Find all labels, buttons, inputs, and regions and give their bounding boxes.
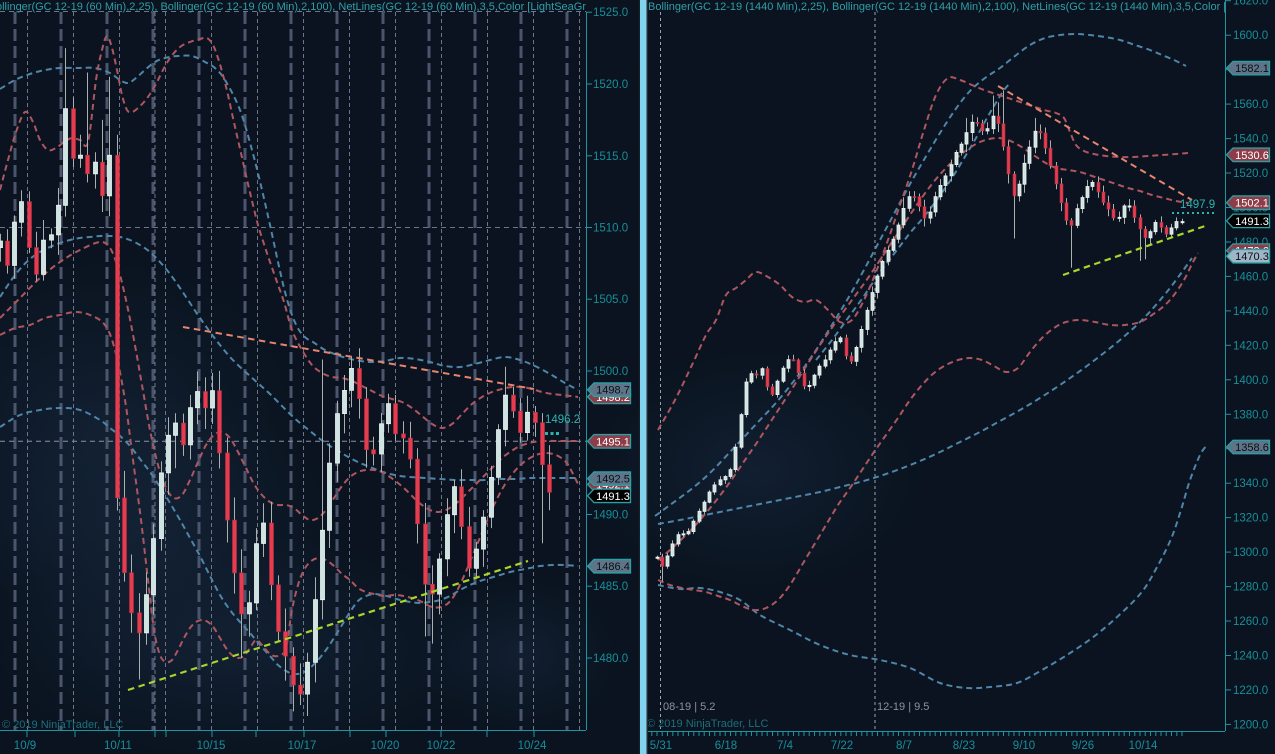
svg-text:1220.0: 1220.0 — [1233, 685, 1268, 697]
svg-text:1520.0: 1520.0 — [593, 79, 628, 91]
svg-text:10/24: 10/24 — [518, 740, 547, 752]
svg-text:1582.1: 1582.1 — [1235, 63, 1269, 75]
svg-text:1498.7: 1498.7 — [596, 385, 630, 397]
svg-text:7/4: 7/4 — [777, 740, 794, 752]
svg-text:10/14: 10/14 — [1129, 740, 1158, 752]
svg-text:ollinger(GC 12-19 (60 Min),2,2: ollinger(GC 12-19 (60 Min),2,25), Bollin… — [0, 1, 586, 13]
svg-text:1440.0: 1440.0 — [1233, 306, 1268, 318]
svg-text:5/31: 5/31 — [650, 740, 672, 752]
svg-text:1491.3: 1491.3 — [1235, 216, 1269, 228]
svg-text:1380.0: 1380.0 — [1233, 409, 1268, 421]
svg-text:1320.0: 1320.0 — [1233, 513, 1268, 525]
svg-text:10/11: 10/11 — [104, 740, 132, 752]
svg-text:8/7: 8/7 — [896, 740, 912, 752]
svg-text:10/17: 10/17 — [288, 740, 317, 752]
svg-text:1495.1: 1495.1 — [596, 436, 630, 448]
svg-text:Bollinger(GC 12-19 (1440 Min),: Bollinger(GC 12-19 (1440 Min),2,25), Bol… — [648, 1, 1226, 13]
svg-text:9/10: 9/10 — [1013, 740, 1035, 752]
svg-text:1358.6: 1358.6 — [1235, 442, 1269, 454]
svg-text:1505.0: 1505.0 — [593, 294, 628, 306]
svg-text:6/18: 6/18 — [715, 740, 737, 752]
svg-text:1240.0: 1240.0 — [1233, 651, 1268, 663]
svg-text:1200.0: 1200.0 — [1233, 719, 1268, 731]
svg-text:1491.3: 1491.3 — [596, 491, 630, 503]
svg-text:1260.0: 1260.0 — [1233, 616, 1268, 628]
svg-text:1486.4: 1486.4 — [596, 561, 630, 573]
svg-text:1600.0: 1600.0 — [1233, 30, 1268, 42]
svg-text:1496.2: 1496.2 — [545, 414, 580, 426]
svg-text:1560.0: 1560.0 — [1233, 99, 1268, 111]
svg-text:1280.0: 1280.0 — [1233, 582, 1268, 594]
svg-text:1490.0: 1490.0 — [593, 510, 628, 522]
svg-text:1420.0: 1420.0 — [1233, 340, 1268, 352]
svg-text:1470.3: 1470.3 — [1235, 251, 1269, 263]
svg-text:1400.0: 1400.0 — [1233, 375, 1268, 387]
svg-text:1540.0: 1540.0 — [1233, 134, 1268, 146]
svg-text:1620.0: 1620.0 — [1233, 0, 1268, 8]
svg-text:9/26: 9/26 — [1072, 740, 1094, 752]
svg-text:10/15: 10/15 — [197, 740, 226, 752]
svg-text:7/22: 7/22 — [831, 740, 853, 752]
svg-text:1485.0: 1485.0 — [593, 581, 628, 593]
svg-text:1530.6: 1530.6 — [1235, 150, 1269, 162]
svg-text:08-19 | 5.2: 08-19 | 5.2 — [663, 701, 715, 713]
svg-text:© 2019 NinjaTrader, LLC: © 2019 NinjaTrader, LLC — [647, 718, 768, 730]
svg-text:1340.0: 1340.0 — [1233, 478, 1268, 490]
svg-text:1480.0: 1480.0 — [593, 653, 628, 665]
svg-text:1502.1: 1502.1 — [1235, 198, 1269, 210]
svg-text:1510.0: 1510.0 — [593, 223, 628, 235]
svg-text:12-19 | 9.5: 12-19 | 9.5 — [877, 701, 929, 713]
svg-text:10/9: 10/9 — [14, 740, 36, 752]
svg-text:1300.0: 1300.0 — [1233, 547, 1268, 559]
svg-text:1460.0: 1460.0 — [1233, 271, 1268, 283]
svg-text:10/22: 10/22 — [427, 740, 456, 752]
svg-text:1497.9: 1497.9 — [1180, 199, 1215, 211]
svg-text:1492.5: 1492.5 — [596, 474, 630, 486]
svg-text:1520.0: 1520.0 — [1233, 168, 1268, 180]
svg-text:8/23: 8/23 — [953, 740, 975, 752]
svg-text:© 2019 NinjaTrader, LLC: © 2019 NinjaTrader, LLC — [2, 719, 123, 731]
svg-text:10/20: 10/20 — [371, 740, 400, 752]
svg-text:1515.0: 1515.0 — [593, 151, 628, 163]
svg-text:1525.0: 1525.0 — [593, 7, 628, 19]
svg-text:1500.0: 1500.0 — [593, 366, 628, 378]
